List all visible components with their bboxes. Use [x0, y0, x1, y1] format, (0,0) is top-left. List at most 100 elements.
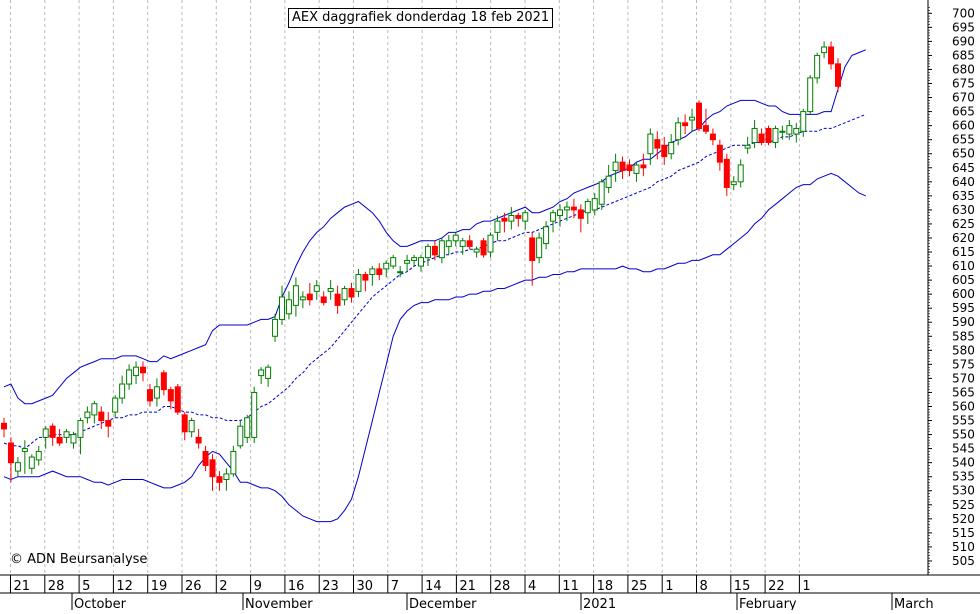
candle-body — [195, 436, 202, 444]
candle-up — [508, 207, 515, 230]
x-tick-label: 7 — [391, 579, 399, 594]
candle-body — [591, 198, 598, 211]
candle-up — [612, 153, 619, 182]
x-tick-label: 16 — [288, 579, 305, 594]
candle-body — [63, 431, 70, 438]
x-tick-label: 5 — [82, 579, 90, 594]
candle-body — [70, 434, 77, 444]
candle-down — [640, 153, 647, 177]
candle-up — [689, 108, 696, 132]
candle-body — [584, 200, 591, 214]
candle-up — [494, 215, 501, 241]
candle-up — [536, 232, 543, 264]
candle-body — [605, 175, 612, 188]
candle-down — [570, 198, 577, 219]
candle-body — [716, 144, 723, 163]
candle-up — [188, 417, 195, 438]
y-tick-label: 670 — [952, 91, 975, 105]
candle-up — [550, 209, 557, 233]
y-tick-label: 525 — [952, 498, 975, 512]
candle-up — [133, 361, 140, 385]
candle-up — [341, 285, 348, 306]
candle-up — [800, 108, 807, 137]
candle-up — [786, 120, 793, 140]
candle-up — [473, 246, 480, 258]
y-tick-label: 520 — [952, 512, 975, 526]
candle-down — [835, 58, 841, 92]
candle-down — [160, 369, 167, 396]
candle-up — [390, 254, 397, 269]
candle-body — [563, 206, 570, 211]
candle-body — [459, 240, 466, 247]
candle-down — [709, 128, 716, 146]
candle-down — [334, 285, 341, 314]
candle-body — [438, 240, 445, 259]
candle-body — [828, 46, 835, 65]
candle-down — [56, 428, 63, 446]
y-tick-label: 580 — [952, 343, 975, 357]
candle-body — [445, 240, 452, 247]
candle-body — [105, 420, 112, 427]
month-label: March — [894, 597, 934, 610]
candle-up — [605, 164, 612, 194]
candle-body — [570, 206, 577, 211]
candle-up — [355, 268, 362, 297]
candle-up — [647, 128, 654, 165]
x-tick-label: 4 — [528, 579, 536, 594]
candle-body — [292, 285, 299, 306]
candle-body — [216, 476, 223, 483]
y-tick-label: 540 — [952, 456, 975, 470]
candle-body — [709, 133, 716, 141]
candle-body — [807, 77, 814, 113]
bollinger-bands — [3, 49, 866, 523]
candle-body — [821, 46, 828, 54]
candle-up — [675, 117, 682, 146]
candle-body — [265, 366, 272, 379]
candle-body — [702, 125, 709, 132]
candle-body — [167, 389, 174, 402]
y-tick-label: 590 — [952, 315, 975, 329]
y-tick-label: 615 — [952, 245, 975, 259]
candle-body — [188, 420, 195, 433]
y-tick-label: 680 — [952, 62, 975, 76]
y-tick-label: 595 — [952, 301, 975, 315]
candle-body — [174, 386, 181, 413]
candle-up — [543, 221, 550, 250]
candle-up — [119, 375, 126, 404]
candle-body — [355, 273, 362, 292]
candle-body — [689, 116, 696, 121]
candle-body — [14, 462, 21, 472]
x-tick-label: 11 — [562, 579, 579, 594]
candle-body — [814, 54, 821, 79]
x-tick-label: 8 — [700, 579, 708, 594]
x-tick-label: 19 — [151, 579, 168, 594]
candle-body — [42, 428, 49, 438]
candle-down — [216, 471, 223, 491]
y-tick-label: 505 — [952, 554, 975, 568]
candle-up — [793, 122, 800, 143]
candle-down — [480, 237, 487, 258]
candle-body — [153, 386, 160, 399]
upper-band-line — [3, 49, 866, 405]
candle-body — [397, 271, 404, 274]
y-tick-label: 605 — [952, 273, 975, 287]
candle-down — [202, 445, 209, 472]
candle-body — [800, 111, 807, 132]
candle-body — [508, 215, 515, 222]
candle-body — [577, 209, 584, 219]
candle-up — [285, 291, 292, 320]
y-tick-label: 645 — [952, 161, 975, 175]
candle-up — [744, 136, 751, 154]
candle-body — [473, 248, 480, 253]
candle-up — [230, 445, 237, 477]
y-tick-label: 610 — [952, 259, 975, 273]
y-tick-label: 650 — [952, 147, 975, 161]
candle-up — [591, 193, 598, 216]
y-tick-label: 515 — [952, 526, 975, 540]
y-tick-label: 545 — [952, 442, 975, 456]
candle-up — [404, 254, 411, 272]
candle-body — [619, 161, 626, 172]
candle-up — [814, 52, 821, 84]
candle-body — [744, 144, 751, 149]
candle-body — [751, 127, 758, 143]
